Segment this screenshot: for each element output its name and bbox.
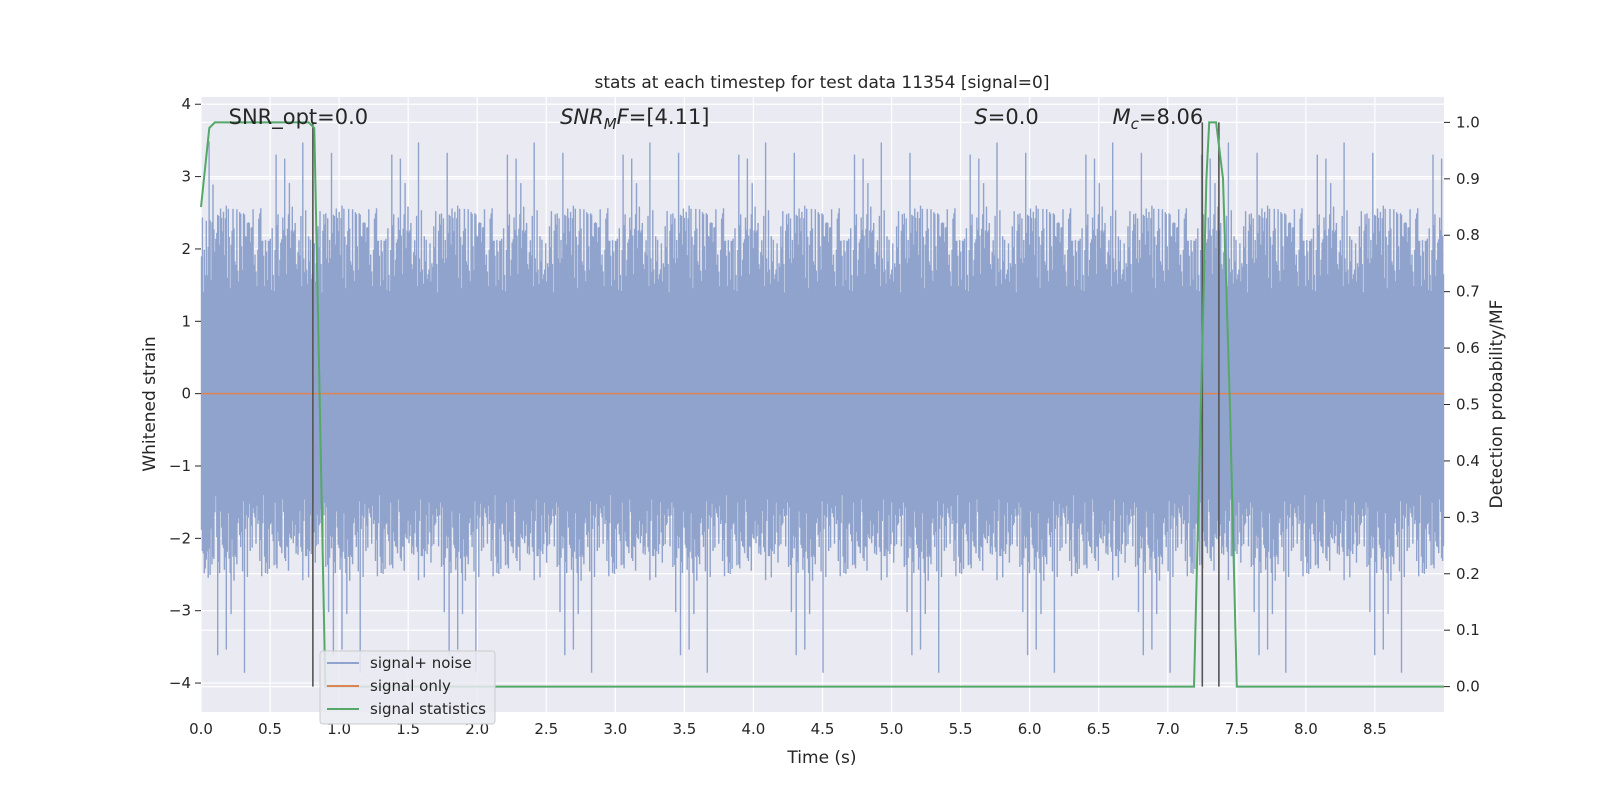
y2-tick-label: 0.0 — [1456, 678, 1480, 696]
x-tick-label: 0.0 — [189, 720, 213, 738]
x-axis-label: Time (s) — [786, 748, 856, 768]
legend-box — [319, 650, 496, 725]
legend-label-noise: signal+ noise — [370, 654, 472, 672]
y-ticks: −4 −3 −2 −1 0 1 2 3 4 — [169, 95, 201, 692]
y2-tick-label: 0.6 — [1456, 339, 1480, 357]
x-tick-label: 8.5 — [1363, 720, 1387, 738]
annotation-text: Mc=8.06 — [1113, 105, 1204, 133]
x-tick-label: 5.5 — [949, 720, 973, 738]
x-tick-label: 8.0 — [1294, 720, 1318, 738]
y-tick-label: −1 — [169, 457, 191, 475]
y2-axis-label: Detection probability/MF — [1487, 300, 1507, 509]
signal-statistics-line — [200, 121, 1444, 688]
vertical-markers — [312, 122, 1220, 687]
y2-tick-label: 0.1 — [1456, 621, 1480, 639]
y2-ticks: 0.0 0.1 0.2 0.3 0.4 0.5 0.6 0.7 0.8 0.9 1.0 — [1444, 113, 1480, 696]
y-tick-label: 0 — [181, 385, 191, 403]
x-tick-label: 4.0 — [742, 720, 766, 738]
x-tick-label: 3.5 — [672, 720, 696, 738]
x-tick-label: 2.5 — [534, 720, 558, 738]
annotation-text: SNR_opt=0.0 — [229, 105, 369, 130]
x-tick-label: 3.0 — [603, 720, 627, 738]
x-tick-label: 4.5 — [811, 720, 835, 738]
y-tick-label: −4 — [169, 674, 191, 692]
y2-tick-label: 1.0 — [1456, 113, 1480, 131]
y2-tick-label: 0.8 — [1456, 226, 1480, 244]
legend-label-signal: signal only — [370, 677, 451, 695]
legend-label-stats: signal statistics — [370, 700, 486, 718]
y-tick-label: −3 — [169, 602, 191, 620]
legend: signal+ noise signal only signal statist… — [319, 650, 496, 725]
y2-tick-label: 0.2 — [1456, 565, 1480, 583]
x-tick-label: 5.0 — [880, 720, 904, 738]
y-tick-label: −2 — [169, 529, 191, 547]
y2-tick-label: 0.5 — [1456, 396, 1480, 414]
y-tick-label: 4 — [181, 95, 191, 113]
x-tick-label: 6.5 — [1087, 720, 1111, 738]
chart-title: stats at each timestep for test data 113… — [595, 73, 1050, 93]
signal-statistics-series — [200, 121, 1444, 688]
y-tick-label: 1 — [181, 312, 191, 330]
x-tick-label: 7.0 — [1156, 720, 1180, 738]
annotation-text: S=0.0 — [974, 105, 1038, 129]
y2-tick-label: 0.3 — [1456, 508, 1480, 526]
y2-tick-label: 0.9 — [1456, 170, 1480, 188]
annotations: SNR_opt=0.0 SNRMF=[4.11] S=0.0 Mc=8.06 — [229, 105, 1204, 133]
y-tick-label: 3 — [181, 168, 191, 186]
x-tick-label: 7.5 — [1225, 720, 1249, 738]
y2-tick-label: 0.4 — [1456, 452, 1480, 470]
x-tick-label: 0.5 — [258, 720, 282, 738]
x-tick-label: 6.0 — [1018, 720, 1042, 738]
annotation-text: SNRMF=[4.11] — [560, 105, 709, 133]
y-tick-label: 2 — [181, 240, 191, 258]
y2-tick-label: 0.7 — [1456, 283, 1480, 301]
y-axis-label: Whitened strain — [140, 336, 160, 471]
